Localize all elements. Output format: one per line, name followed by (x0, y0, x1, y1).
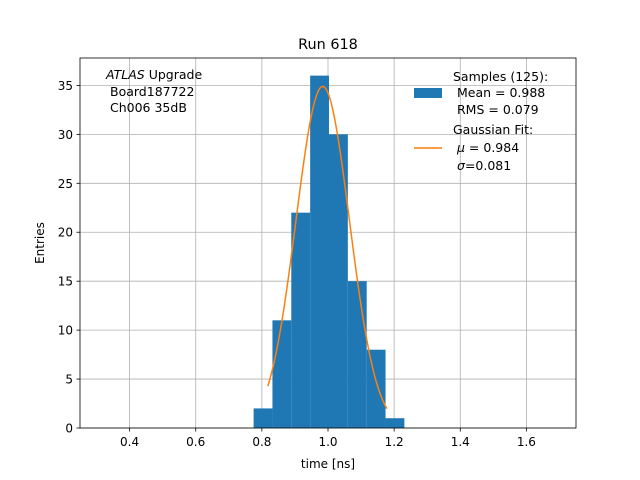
x-tick-label: 0.8 (252, 435, 271, 449)
histogram-bar (310, 75, 329, 428)
y-tick-label: 25 (58, 177, 73, 191)
histogram-bar (385, 418, 405, 428)
annotation-channel: Ch006 35dB (110, 100, 187, 115)
legend-rms: RMS = 0.079 (457, 102, 539, 117)
histogram-bar (366, 349, 386, 428)
legend-fit-mu: μ = 0.984 (456, 140, 519, 155)
y-axis-label: Entries (33, 222, 47, 264)
legend-histogram-swatch (414, 88, 442, 98)
legend-samples-header: Samples (125): (453, 69, 548, 84)
annotation-board: Board187722 (110, 84, 194, 99)
y-tick-label: 20 (58, 226, 73, 240)
annotation-experiment: ATLAS (105, 67, 145, 82)
y-axis-ticks: 0 5 10 15 20 25 30 35 (58, 79, 80, 436)
x-axis-ticks: 0.4 0.6 0.8 1.0 1.2 1.4 1.6 (120, 428, 536, 449)
y-tick-label: 5 (65, 373, 73, 387)
x-axis-label: time [ns] (301, 457, 355, 471)
sigma-value: =0.081 (465, 158, 511, 173)
mu-value: = 0.984 (465, 140, 519, 155)
legend-fit-header: Gaussian Fit: (453, 122, 533, 137)
histogram-bars (253, 75, 405, 428)
annotation-line-1: ATLAS Upgrade (105, 67, 202, 82)
mu-symbol: μ (456, 140, 465, 155)
x-tick-label: 1.4 (451, 435, 470, 449)
gaussian-fit-curve (267, 85, 388, 409)
y-tick-label: 0 (65, 422, 73, 436)
histogram-bar (253, 408, 273, 428)
x-tick-label: 0.4 (120, 435, 139, 449)
atlas-annotation: ATLAS Upgrade Board187722 Ch006 35dB (105, 67, 202, 115)
histogram-bar (328, 134, 348, 428)
sigma-symbol: σ (457, 158, 466, 173)
histogram-bar (347, 281, 367, 428)
y-tick-label: 10 (58, 324, 73, 338)
annotation-experiment-suffix: Upgrade (145, 67, 203, 82)
histogram-bar (272, 320, 292, 428)
chart-title: Run 618 (298, 37, 358, 53)
x-tick-label: 0.6 (186, 435, 205, 449)
legend-mean: Mean = 0.988 (457, 85, 545, 100)
legend: Samples (125): Mean = 0.988 RMS = 0.079 … (414, 69, 548, 173)
x-tick-label: 1.2 (385, 435, 404, 449)
y-tick-label: 15 (58, 275, 73, 289)
y-tick-label: 35 (58, 79, 73, 93)
legend-fit-sigma: σ=0.081 (457, 158, 511, 173)
x-tick-label: 1.6 (517, 435, 536, 449)
x-tick-label: 1.0 (318, 435, 337, 449)
histogram-bar (291, 212, 311, 428)
y-tick-label: 30 (58, 128, 73, 142)
